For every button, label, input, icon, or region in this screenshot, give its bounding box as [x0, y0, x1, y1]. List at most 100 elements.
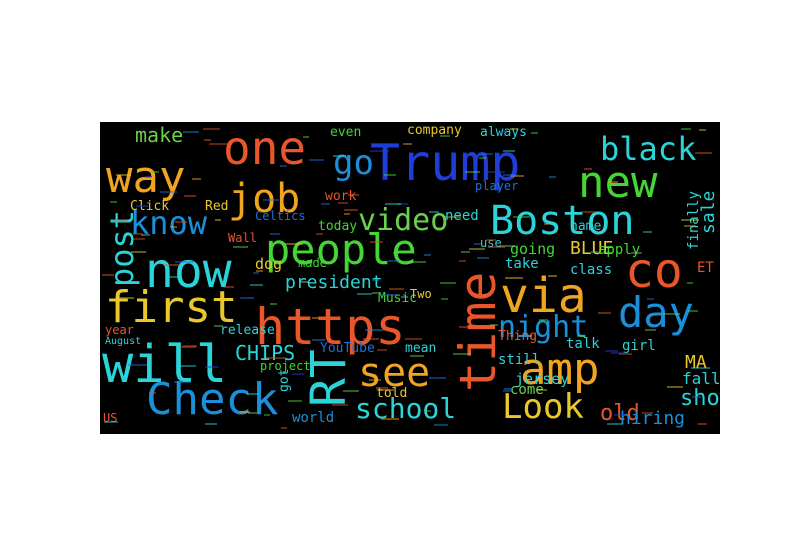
tiny-word-mark [365, 329, 384, 331]
tiny-word-mark [321, 203, 330, 205]
tiny-word-mark [434, 424, 448, 426]
cloud-word: got [277, 369, 292, 392]
tiny-word-mark [149, 392, 156, 394]
cloud-word: will [102, 335, 227, 395]
tiny-word-mark [435, 227, 443, 229]
tiny-word-mark [170, 226, 177, 228]
cloud-word: new [578, 157, 658, 208]
tiny-word-mark [645, 329, 656, 331]
tiny-word-mark [482, 153, 493, 155]
tiny-word-mark [312, 317, 319, 319]
cloud-word: sale [698, 191, 719, 234]
tiny-word-mark [505, 277, 523, 279]
tiny-word-mark [338, 202, 348, 204]
cloud-word: today [318, 219, 357, 234]
cloud-word: girl [622, 338, 656, 354]
tiny-word-mark [619, 353, 632, 355]
tiny-word-mark [309, 159, 324, 161]
tiny-word-mark [183, 345, 197, 347]
cloud-word: day [618, 288, 694, 337]
tiny-word-mark [145, 176, 152, 178]
tiny-word-mark [410, 355, 424, 357]
tiny-word-mark [490, 324, 498, 326]
tiny-word-mark [479, 157, 486, 159]
tiny-word-mark [539, 319, 548, 321]
cloud-word: people [265, 225, 417, 274]
tiny-word-mark [698, 423, 707, 425]
cloud-word: way [106, 152, 185, 203]
tiny-word-mark [503, 174, 518, 176]
word-cloud-canvas: Trump one new way job black go video Boston peopl… [102, 122, 720, 429]
tiny-word-mark [377, 349, 387, 351]
tiny-word-mark [474, 243, 481, 245]
tiny-word-mark [642, 412, 653, 414]
tiny-word-mark [141, 234, 150, 236]
tiny-word-mark [248, 412, 257, 414]
tiny-word-mark [370, 150, 389, 152]
tiny-word-mark [312, 339, 325, 341]
cloud-word: co [625, 243, 683, 299]
tiny-word-mark [581, 211, 596, 213]
cloud-word: mean [405, 341, 436, 356]
cloud-word: Music [378, 291, 417, 306]
tiny-word-mark [695, 152, 712, 154]
tiny-word-mark [537, 389, 547, 391]
cloud-word: name [570, 219, 601, 234]
cloud-word: Click [130, 199, 169, 214]
tiny-word-mark [681, 219, 699, 221]
tiny-word-mark [344, 213, 350, 215]
tiny-word-mark [372, 292, 378, 294]
cloud-word: Look [502, 387, 584, 427]
tiny-word-mark [316, 233, 323, 235]
tiny-word-mark [250, 284, 263, 286]
tiny-word-mark [160, 191, 177, 193]
tiny-word-mark [531, 132, 538, 134]
tiny-word-mark [549, 176, 556, 178]
tiny-word-mark [357, 293, 372, 295]
tiny-word-mark [643, 231, 652, 233]
tiny-word-mark [385, 203, 401, 205]
cloud-word: MA [685, 352, 707, 373]
tiny-word-mark [205, 366, 219, 368]
tiny-word-mark [691, 367, 710, 369]
tiny-word-mark [174, 381, 191, 383]
tiny-word-mark [461, 251, 470, 253]
tiny-word-mark [397, 203, 408, 205]
tiny-word-mark [477, 257, 489, 259]
tiny-word-mark [343, 390, 359, 392]
tiny-word-mark [164, 264, 180, 266]
cloud-word: make [135, 123, 183, 147]
tiny-word-mark [598, 312, 611, 314]
tiny-word-mark [577, 335, 585, 337]
tiny-word-mark [499, 245, 515, 247]
tiny-word-mark [440, 135, 450, 137]
tiny-word-mark [487, 171, 505, 173]
tiny-word-mark [113, 220, 127, 222]
cloud-word: know [130, 204, 208, 242]
cloud-word: fall [682, 369, 720, 388]
cloud-word: Red [205, 199, 228, 214]
tiny-word-mark [393, 252, 399, 254]
cloud-word: world [292, 410, 334, 426]
cloud-word: Celtics [255, 209, 306, 223]
tiny-word-mark [511, 175, 524, 177]
tiny-word-mark [133, 238, 145, 240]
tiny-word-mark [681, 128, 691, 130]
tiny-word-mark [380, 294, 398, 296]
tiny-word-mark [288, 400, 302, 402]
tiny-word-mark [128, 364, 147, 366]
cloud-word: president [285, 272, 383, 293]
tiny-word-mark [647, 298, 654, 300]
tiny-word-mark [667, 386, 683, 388]
cloud-word: go [333, 143, 374, 183]
cloud-word: Check [146, 374, 278, 425]
cloud-word: release [220, 323, 275, 338]
tiny-word-mark [292, 373, 304, 375]
tiny-word-mark [608, 181, 618, 183]
tiny-word-mark [247, 393, 259, 395]
cloud-word: take [505, 256, 539, 272]
tiny-word-mark [136, 205, 148, 207]
cloud-word: even [330, 125, 361, 140]
tiny-word-mark [178, 365, 196, 367]
cloud-word: use [480, 236, 502, 250]
